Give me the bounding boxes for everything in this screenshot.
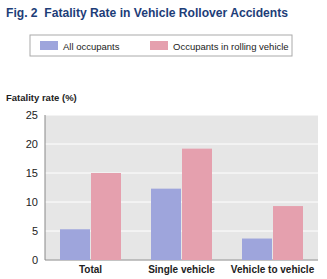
grid-line (45, 115, 318, 116)
bar (151, 189, 181, 260)
grid-line (45, 202, 318, 203)
legend-label: Occupants in rolling vehicle (173, 41, 289, 52)
y-tick-label: 0 (32, 254, 38, 266)
bar (60, 229, 90, 260)
y-axis-label: Fatality rate (%) (6, 92, 77, 103)
y-tick-label: 25 (26, 109, 38, 121)
legend-label: All occupants (63, 41, 120, 52)
legend-swatch (40, 41, 58, 50)
chart: Fig. 2 Fatality Rate in Vehicle Rollover… (0, 0, 327, 279)
y-tick-label: 10 (26, 196, 38, 208)
grid-line (45, 173, 318, 174)
x-tick-label: Single vehicle (148, 264, 215, 275)
bars (60, 149, 303, 260)
bar (242, 239, 272, 260)
bar (91, 173, 121, 260)
x-tick-label: Total (79, 264, 102, 275)
legend-box (30, 35, 292, 56)
plot-area (45, 115, 318, 260)
grid-line (45, 144, 318, 145)
y-tick-label: 5 (32, 225, 38, 237)
title: Fig. 2 Fatality Rate in Vehicle Rollover… (6, 6, 288, 20)
bar (182, 149, 212, 260)
x-tick-label: Vehicle to vehicle (231, 264, 315, 275)
legend-swatch (150, 41, 168, 50)
y-tick-label: 15 (26, 167, 38, 179)
y-tick-label: 20 (26, 138, 38, 150)
y-axis (45, 115, 46, 260)
bar (273, 206, 303, 260)
